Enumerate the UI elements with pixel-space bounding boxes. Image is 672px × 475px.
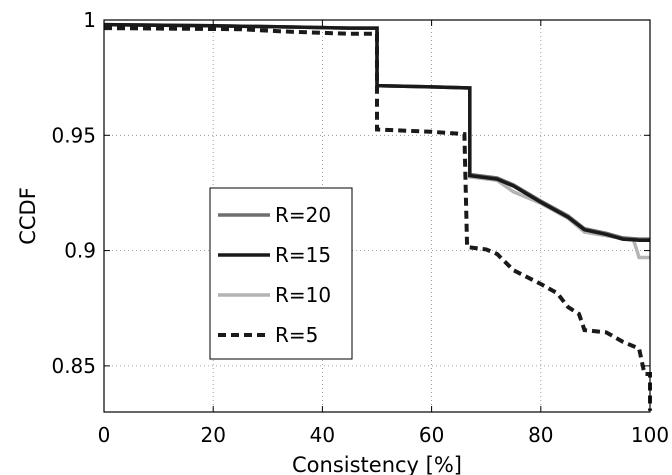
x-tick-label: 100 [631, 423, 669, 447]
axis-ticks: 0 20 40 60 80 100 0.85 0.9 0.95 1 [51, 8, 669, 447]
y-tick-label: 0.85 [51, 354, 96, 378]
series-line-r-5 [103, 26, 652, 411]
y-tick-label: 0.9 [64, 239, 96, 263]
y-tick-label: 1 [83, 8, 96, 32]
plot-frame [103, 19, 651, 413]
x-tick-label: 40 [310, 423, 335, 447]
y-tick-label: 0.95 [51, 123, 96, 147]
y-axis-title: CCDF [16, 187, 40, 245]
x-tick-label: 80 [528, 423, 553, 447]
legend: R=20 R=15 R=10 R=5 [209, 187, 353, 360]
series-lines [103, 22, 652, 411]
series-line-r-15 [103, 22, 650, 242]
legend-label: R=10 [275, 283, 331, 307]
x-tick-label: 0 [98, 423, 111, 447]
legend-label: R=5 [275, 323, 318, 347]
legend-label: R=15 [275, 243, 331, 267]
x-tick-label: 20 [200, 423, 225, 447]
x-axis-title: Consistency [%] [292, 453, 462, 475]
legend-label: R=20 [275, 203, 331, 227]
x-tick-label: 60 [419, 423, 444, 447]
